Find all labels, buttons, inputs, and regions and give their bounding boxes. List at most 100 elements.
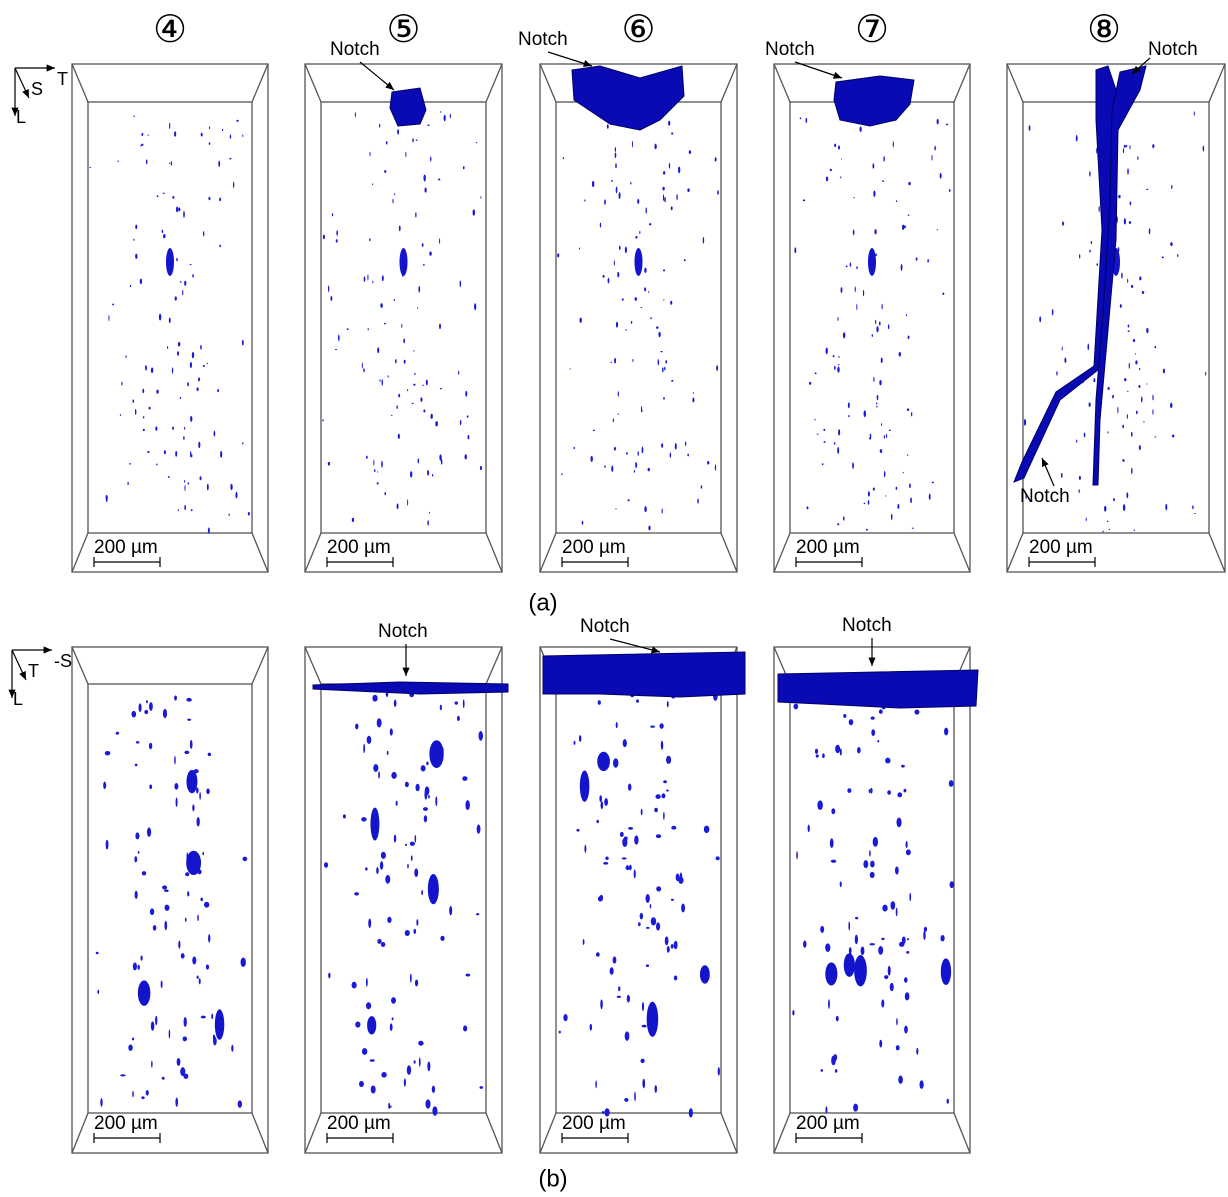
pore bbox=[421, 890, 423, 896]
pore bbox=[900, 263, 903, 271]
pore bbox=[184, 750, 190, 755]
box-edge bbox=[304, 532, 322, 573]
pore bbox=[379, 123, 381, 128]
pore bbox=[379, 379, 381, 382]
pore bbox=[381, 275, 384, 282]
pore bbox=[1093, 378, 1096, 383]
pore bbox=[411, 402, 414, 404]
pore bbox=[443, 114, 446, 122]
pore bbox=[426, 761, 429, 766]
pore bbox=[396, 405, 398, 409]
pore bbox=[853, 1103, 859, 1112]
pore bbox=[629, 864, 632, 871]
pore bbox=[129, 284, 132, 288]
pore bbox=[1177, 253, 1179, 258]
pore bbox=[620, 831, 624, 838]
pore bbox=[662, 269, 666, 272]
pore bbox=[183, 210, 185, 218]
pore bbox=[703, 825, 710, 834]
pore bbox=[137, 851, 140, 854]
pore bbox=[848, 415, 850, 418]
pore bbox=[403, 338, 405, 344]
pore bbox=[190, 450, 192, 458]
pore bbox=[621, 298, 624, 301]
pore bbox=[714, 464, 717, 471]
pore bbox=[199, 476, 202, 481]
notch-crack bbox=[542, 651, 746, 698]
notch-label: Notch bbox=[1148, 39, 1198, 60]
pore bbox=[149, 784, 153, 790]
pore bbox=[171, 367, 174, 374]
pore bbox=[231, 1044, 234, 1052]
pore bbox=[612, 418, 615, 423]
pore bbox=[618, 986, 621, 992]
pore bbox=[832, 355, 835, 358]
pore bbox=[322, 419, 324, 422]
pore bbox=[407, 863, 409, 869]
pore bbox=[658, 331, 661, 338]
pore bbox=[843, 713, 847, 718]
axis-label: T bbox=[57, 69, 68, 89]
pore bbox=[905, 314, 908, 317]
scale-bar-label: 200 µm bbox=[562, 1113, 626, 1134]
pore-cluster bbox=[597, 751, 610, 772]
pore bbox=[670, 300, 673, 305]
pore bbox=[881, 999, 885, 1008]
pore bbox=[578, 735, 582, 742]
pore bbox=[880, 357, 883, 364]
pore bbox=[1127, 168, 1129, 175]
pore bbox=[655, 794, 661, 799]
pore bbox=[669, 452, 672, 458]
pore bbox=[206, 788, 210, 795]
pore bbox=[413, 1060, 416, 1064]
pore bbox=[412, 138, 414, 143]
pore bbox=[648, 223, 652, 226]
pore bbox=[892, 141, 894, 148]
pore bbox=[1192, 505, 1194, 510]
pore bbox=[863, 410, 867, 418]
pore bbox=[403, 359, 406, 364]
pore bbox=[837, 523, 840, 526]
pore bbox=[887, 965, 891, 976]
pore bbox=[1056, 371, 1058, 376]
notch-label: Notch bbox=[580, 616, 630, 637]
pore bbox=[863, 502, 866, 505]
pore bbox=[198, 978, 201, 985]
box-edge bbox=[71, 1112, 89, 1154]
pore bbox=[854, 286, 856, 293]
pore bbox=[558, 1030, 561, 1034]
pore bbox=[95, 951, 99, 955]
pore bbox=[625, 329, 627, 331]
pore bbox=[949, 881, 955, 889]
pore bbox=[152, 925, 157, 931]
pore bbox=[206, 362, 208, 365]
pore bbox=[661, 793, 666, 799]
pore bbox=[821, 463, 824, 466]
pore bbox=[465, 800, 470, 811]
pore bbox=[230, 483, 233, 491]
pore bbox=[164, 904, 169, 910]
pore bbox=[145, 1090, 149, 1096]
pore bbox=[467, 434, 470, 440]
pore bbox=[1123, 218, 1126, 225]
pore bbox=[1078, 475, 1081, 480]
pore bbox=[1134, 353, 1137, 355]
pore bbox=[948, 780, 954, 787]
pore bbox=[1023, 418, 1027, 426]
pore bbox=[449, 905, 453, 916]
pore bbox=[684, 441, 687, 446]
pore bbox=[381, 460, 383, 468]
pore bbox=[641, 1024, 647, 1028]
pore bbox=[327, 461, 331, 466]
pore bbox=[603, 862, 609, 865]
pore bbox=[439, 323, 441, 329]
pore bbox=[417, 307, 419, 310]
pore bbox=[162, 885, 168, 890]
box-edge bbox=[953, 532, 971, 573]
pore bbox=[1104, 505, 1107, 512]
pore bbox=[237, 1100, 243, 1108]
pore bbox=[621, 857, 627, 860]
pore bbox=[391, 771, 397, 779]
pore bbox=[869, 437, 871, 440]
pore bbox=[424, 790, 428, 800]
